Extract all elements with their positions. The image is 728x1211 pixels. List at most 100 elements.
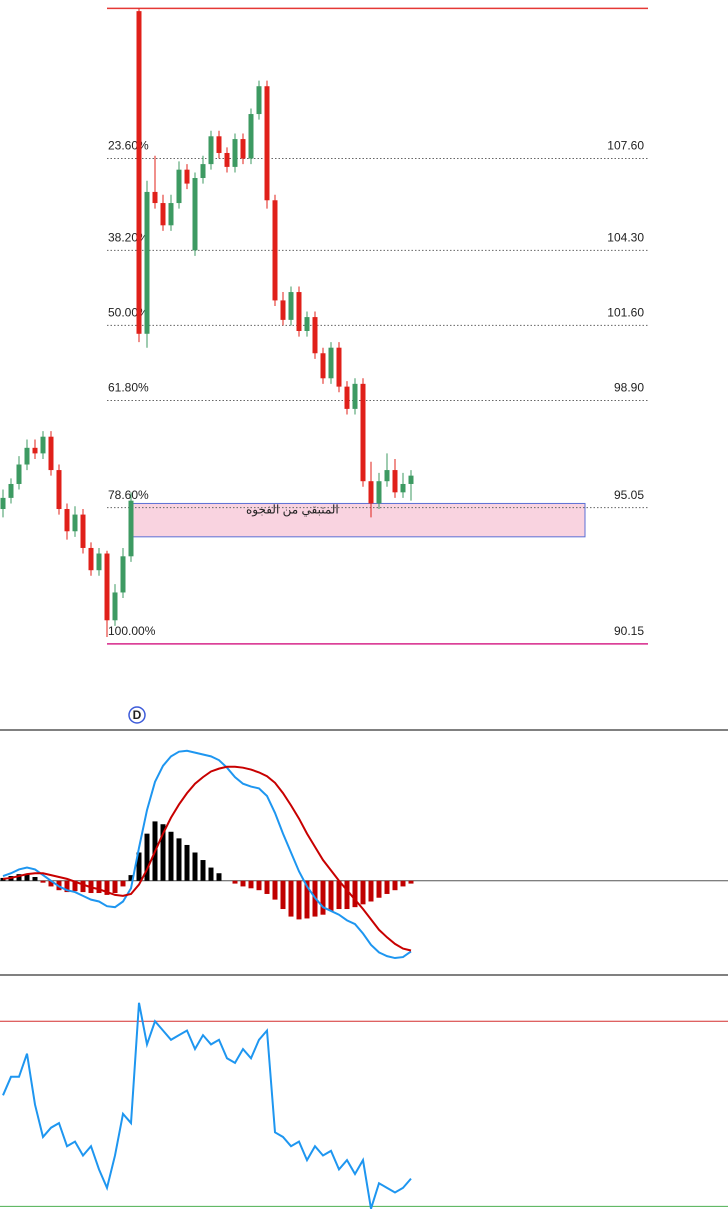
gap-zone-label: المتبقي من الفجوه xyxy=(246,503,339,517)
macd-line xyxy=(2,749,412,960)
histogram-bar xyxy=(24,874,30,881)
histogram-bar xyxy=(80,880,86,893)
candle-body xyxy=(248,114,254,159)
candle-body xyxy=(392,470,398,493)
histogram-bar xyxy=(248,880,254,889)
candle-body xyxy=(40,436,46,454)
candle-body xyxy=(176,169,182,204)
candle-body xyxy=(200,164,206,179)
histogram-bar xyxy=(128,875,134,881)
candle-body xyxy=(288,292,294,320)
candle-body xyxy=(120,556,126,593)
candle-body xyxy=(376,481,382,504)
candle-body xyxy=(312,317,318,354)
candle-body xyxy=(352,383,358,409)
candle-body xyxy=(24,447,30,465)
histogram-bar xyxy=(288,880,294,917)
histogram-bar xyxy=(216,873,222,881)
histogram-bar xyxy=(136,852,142,881)
candle-body xyxy=(144,191,150,334)
candle-body xyxy=(280,300,286,320)
histogram-bar xyxy=(40,880,46,883)
histogram-bar xyxy=(96,880,102,894)
fib-price: 95.05 xyxy=(614,488,644,502)
candle-body xyxy=(344,386,350,409)
candle-body xyxy=(88,547,94,571)
histogram-bar xyxy=(272,880,278,900)
histogram-bar xyxy=(112,880,118,894)
histogram-bar xyxy=(360,880,366,905)
histogram-bar xyxy=(344,880,350,910)
fib-ratio: 38.20% xyxy=(108,231,149,245)
fib-ratio: 23.60% xyxy=(108,139,149,153)
histogram-bar xyxy=(408,880,414,884)
candle-body xyxy=(408,475,414,484)
candle-body xyxy=(192,178,198,251)
histogram-bar xyxy=(16,874,22,881)
histogram-bar xyxy=(352,880,358,908)
histogram-bar xyxy=(104,880,110,895)
candle-body xyxy=(304,317,310,331)
histogram-bar xyxy=(400,880,406,887)
rsi-line xyxy=(2,1002,412,1209)
fib-price: 90.15 xyxy=(614,624,644,638)
histogram-bar xyxy=(392,880,398,891)
histogram-bar xyxy=(160,824,166,881)
candle-body xyxy=(32,447,38,454)
histogram-bar xyxy=(296,880,302,920)
histogram-bar xyxy=(264,880,270,894)
candle-body xyxy=(296,292,302,331)
histogram-bar xyxy=(168,831,174,881)
candle-body xyxy=(8,483,14,498)
histogram-bar xyxy=(208,867,214,881)
histogram-bar xyxy=(368,880,374,902)
candle-body xyxy=(384,470,390,482)
histogram-bar xyxy=(184,844,190,881)
histogram-bar xyxy=(144,833,150,881)
candle-body xyxy=(336,347,342,387)
marker-circle xyxy=(128,706,146,724)
candle-body xyxy=(256,86,262,115)
candle-body xyxy=(136,11,142,334)
histogram-bar xyxy=(240,880,246,887)
fib-price: 104.30 xyxy=(607,231,644,245)
histogram-bar xyxy=(72,880,78,892)
candle-body xyxy=(224,152,230,167)
candle-body xyxy=(128,500,134,557)
candle-body xyxy=(48,436,54,471)
histogram-bar xyxy=(120,880,126,887)
candle-body xyxy=(80,514,86,548)
candle-body xyxy=(104,553,110,621)
fib-price: 101.60 xyxy=(607,306,644,320)
histogram-bar xyxy=(336,880,342,910)
macd-line xyxy=(2,765,412,952)
candle-body xyxy=(360,383,366,482)
histogram-bar xyxy=(280,880,286,910)
candle-body xyxy=(152,191,158,204)
candle-body xyxy=(0,497,6,510)
candle-body xyxy=(96,553,102,571)
histogram-bar xyxy=(200,860,206,881)
fib-price: 98.90 xyxy=(614,381,644,395)
candle-body xyxy=(240,139,246,159)
candle-body xyxy=(368,481,374,504)
candle-body xyxy=(208,136,214,165)
marker-label: D xyxy=(133,708,142,722)
gap-zone xyxy=(130,502,586,538)
histogram-bar xyxy=(232,880,238,884)
candle-body xyxy=(184,169,190,184)
histogram-bar xyxy=(192,852,198,881)
candle-body xyxy=(232,139,238,167)
histogram-bar xyxy=(320,880,326,915)
candle-body xyxy=(56,470,62,510)
histogram-bar xyxy=(0,877,6,881)
fib-ratio: 50.00% xyxy=(108,306,149,320)
histogram-bar xyxy=(376,880,382,898)
candle-body xyxy=(272,200,278,301)
histogram-bar xyxy=(32,877,38,881)
histogram-bar xyxy=(64,880,70,893)
fib-ratio: 100.00% xyxy=(108,624,156,638)
candle-body xyxy=(16,464,22,484)
candle-body xyxy=(328,347,334,379)
